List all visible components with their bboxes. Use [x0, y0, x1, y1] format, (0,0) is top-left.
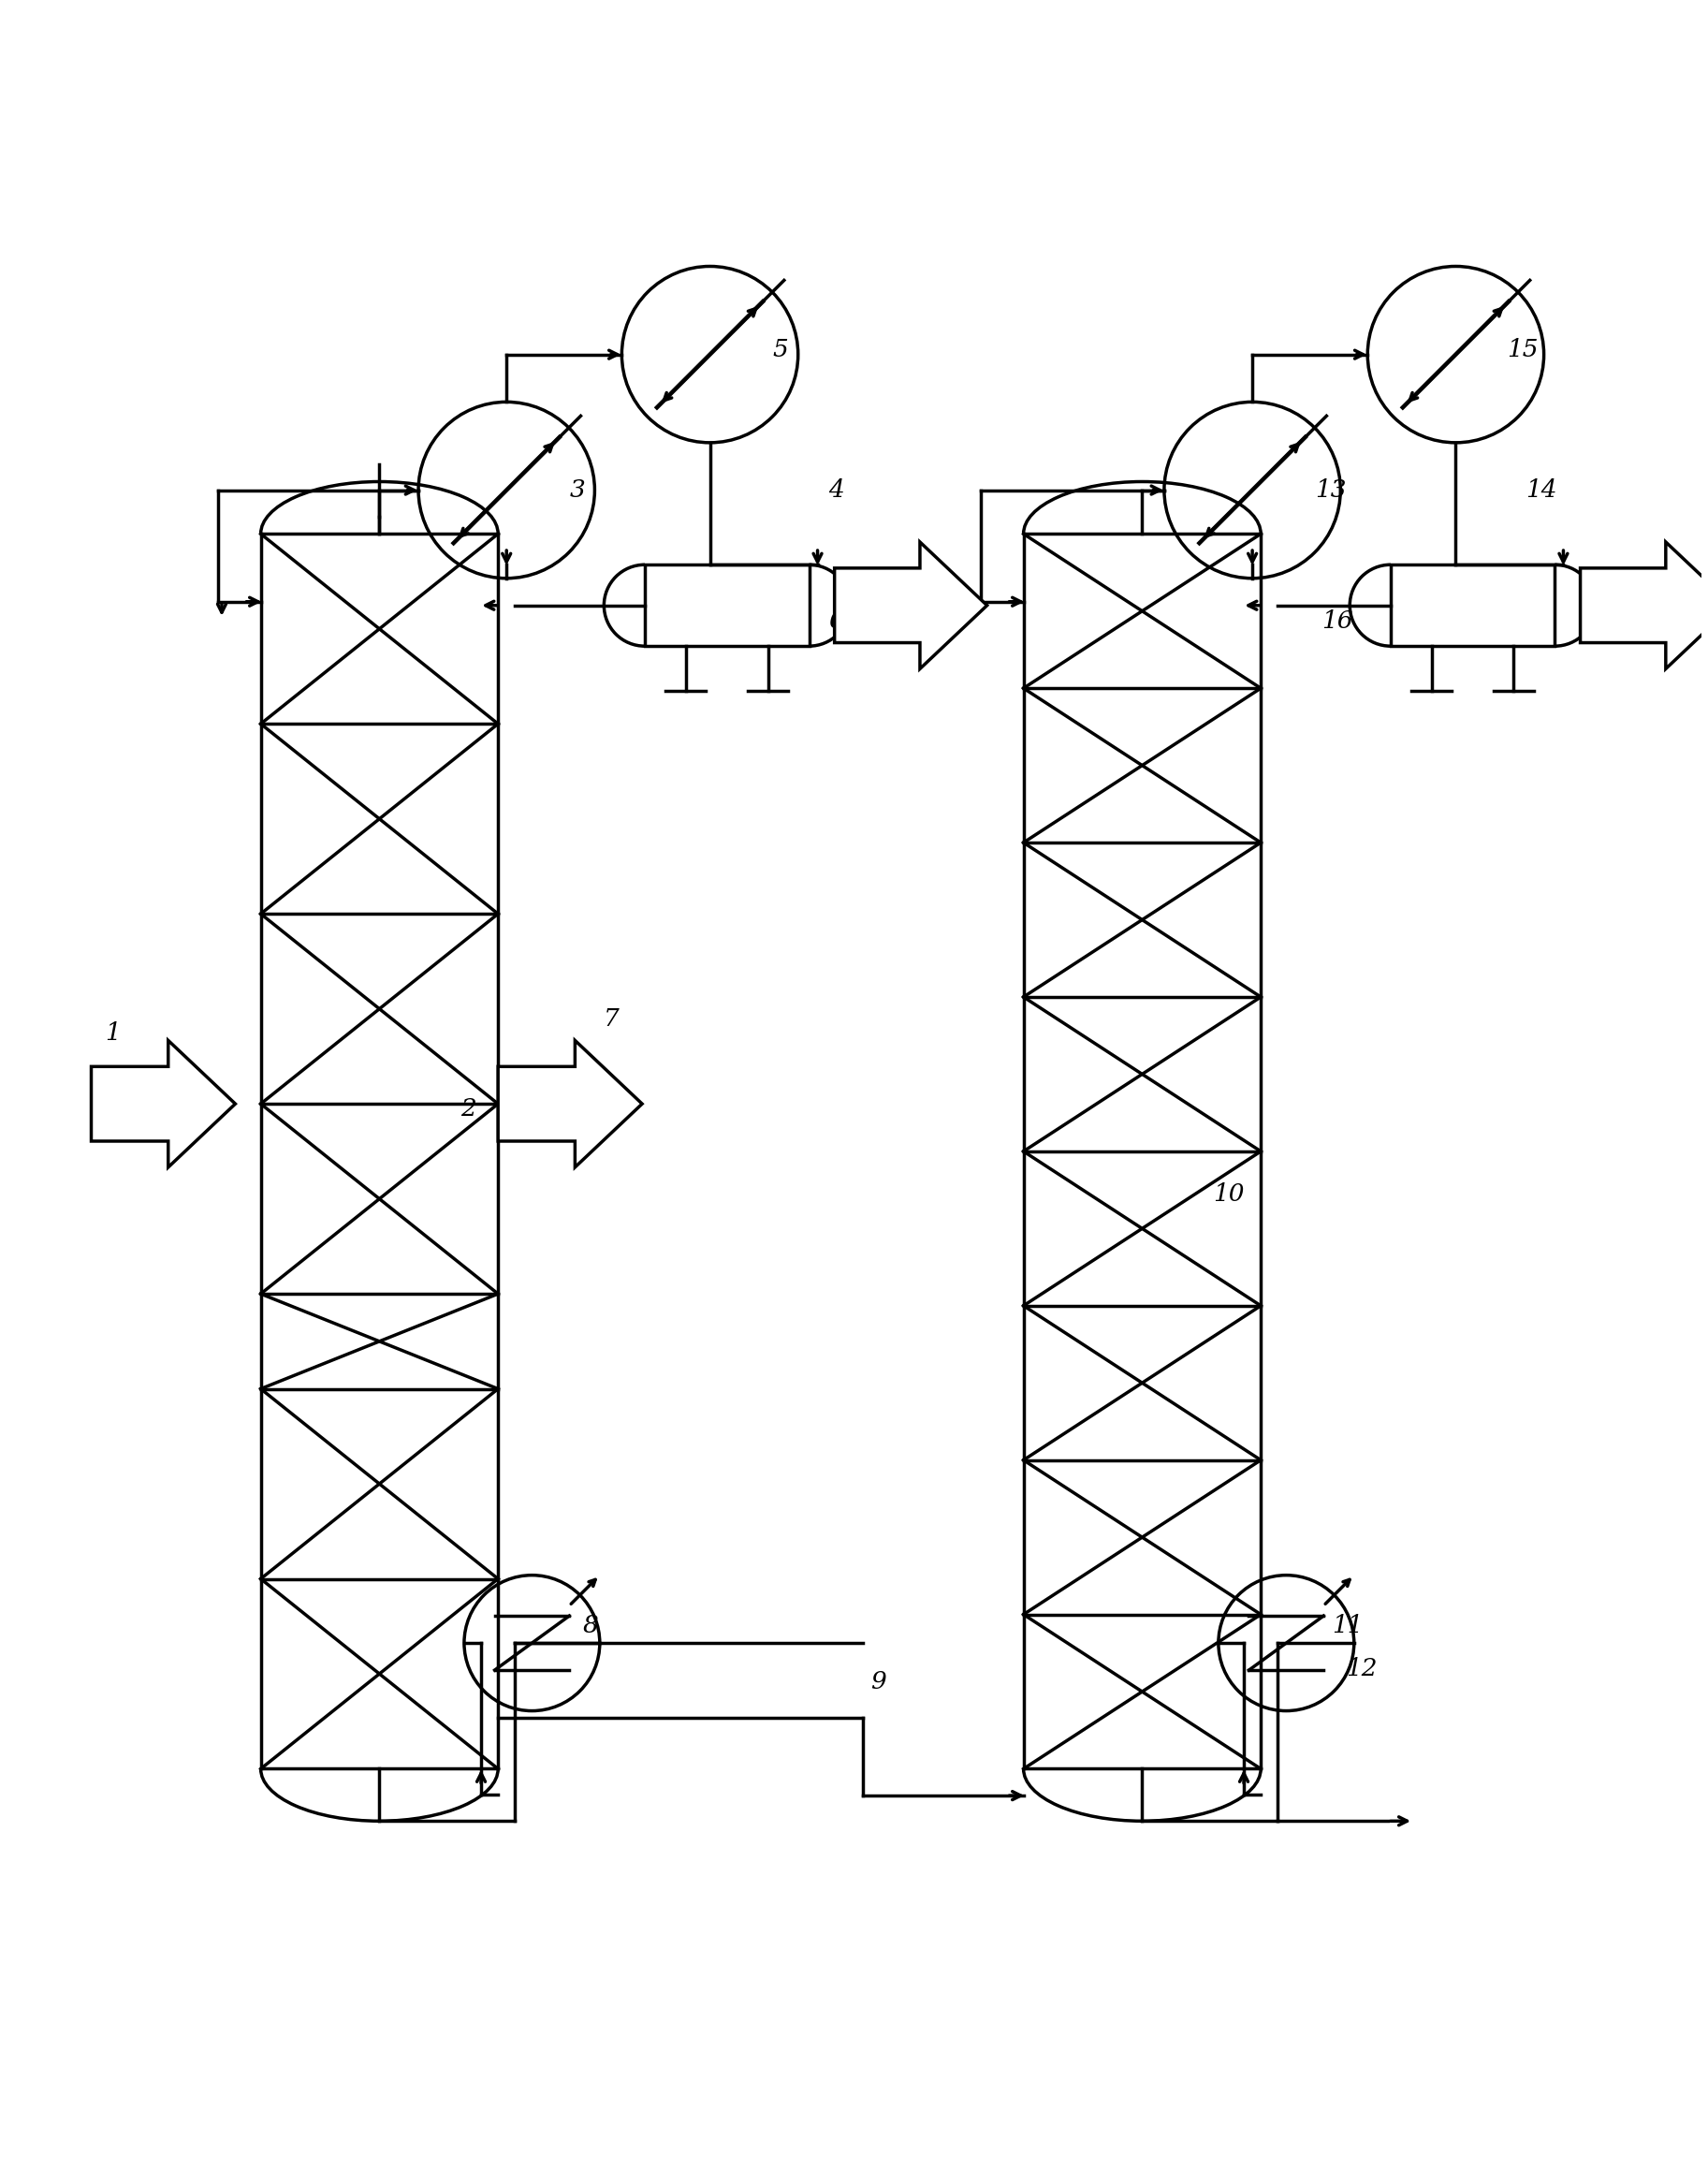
Polygon shape	[499, 1040, 642, 1166]
Polygon shape	[91, 1040, 236, 1166]
Text: 16: 16	[1322, 609, 1353, 633]
Text: 2: 2	[461, 1096, 477, 1120]
Bar	[644, 566, 810, 646]
Text: 11: 11	[1332, 1614, 1363, 1638]
Text: 15: 15	[1506, 339, 1537, 360]
Text: 1: 1	[104, 1020, 121, 1044]
Text: 4: 4	[828, 478, 844, 502]
Text: 3: 3	[569, 478, 584, 502]
Text: 14: 14	[1525, 478, 1556, 502]
Text: 6: 6	[828, 609, 844, 633]
Text: 8: 8	[582, 1614, 598, 1638]
Polygon shape	[1580, 542, 1708, 668]
Text: 7: 7	[603, 1007, 618, 1031]
Text: 12: 12	[1346, 1658, 1377, 1679]
Polygon shape	[835, 542, 987, 668]
Text: 13: 13	[1315, 478, 1346, 502]
Bar	[1390, 566, 1554, 646]
Text: 10: 10	[1213, 1182, 1245, 1206]
Text: 9: 9	[871, 1671, 886, 1695]
Text: 5: 5	[772, 339, 789, 360]
